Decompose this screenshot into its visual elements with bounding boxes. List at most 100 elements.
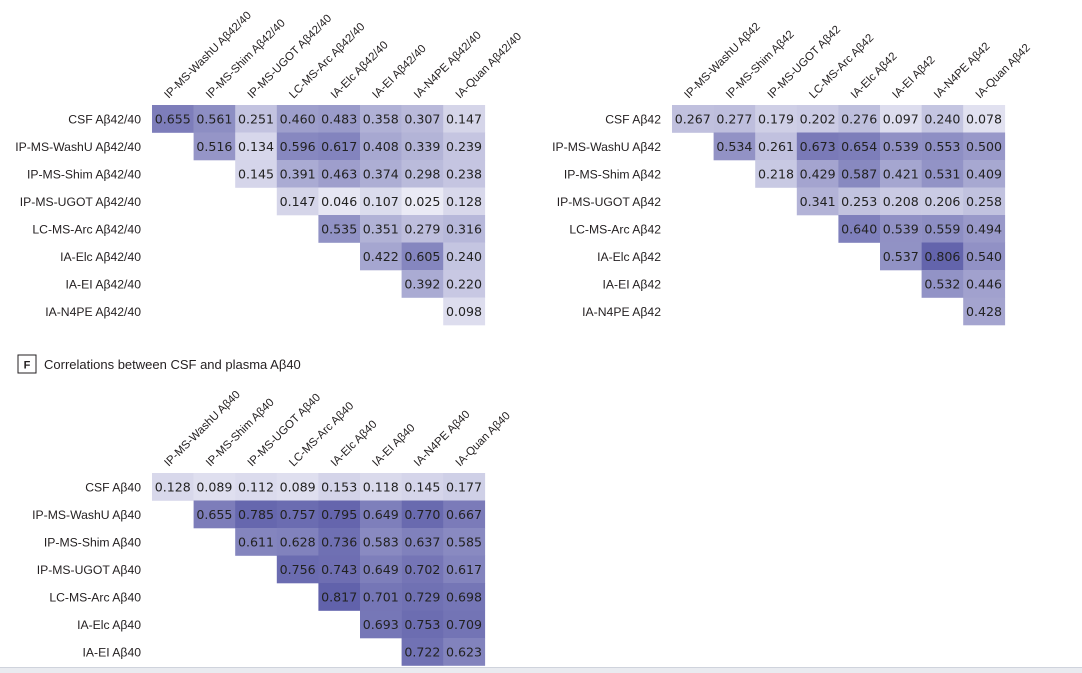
cell-value: 0.702 [404,562,440,577]
heatmap-cell [318,473,361,501]
cell-value: 0.267 [675,111,711,126]
cell-value: 0.698 [446,589,482,604]
cell-value: 0.098 [446,304,482,319]
cell-value: 0.446 [966,276,1002,291]
heatmap-cell [401,528,444,556]
heatmap-cell [276,187,319,216]
heatmap-cell [963,242,1006,271]
heatmap-cell [318,555,361,584]
row-label: CSF Aβ42/40 [68,112,141,126]
heatmap-cell [401,555,444,584]
cell-value: 0.649 [363,507,399,522]
heatmap-cell [235,105,278,133]
cell-value: 0.391 [280,166,316,181]
row-label: IA-Elc Aβ40 [77,618,141,632]
cell-value: 0.298 [404,166,440,181]
heatmap-cell [318,160,361,188]
column-label: IA-EI Aβ40 [370,422,417,469]
cell-value: 0.112 [238,479,274,494]
cell-value: 0.596 [280,139,316,154]
heatmap-cell [401,187,444,216]
cell-value: 0.177 [446,479,482,494]
row-label: IA-EI Aβ42 [603,277,662,291]
heatmap-cell [235,473,278,501]
heatmap-cell [838,160,881,188]
cell-value: 0.795 [321,507,357,522]
cell-value: 0.046 [321,194,357,209]
column-label: IP-MS-WashU Aβ40 [162,389,242,469]
column-label: IA-N4PE Aβ42/40 [412,29,484,101]
heatmap-cell [152,105,194,133]
heatmap-cell [318,132,361,161]
column-label: IP-MS-UGOT Aβ42/40 [246,13,335,102]
footer-bar [0,667,1082,673]
heatmap-panel-ab42: IP-MS-WashU Aβ42 IP-MS-Shim Aβ42 IP-MS-UGO… [552,21,1033,326]
row-label: IA-Elc Aβ42/40 [60,250,141,264]
heatmap-cell [276,500,319,529]
cell-value: 0.531 [924,166,960,181]
cell-value: 0.428 [966,304,1002,319]
cell-value: 0.351 [363,221,399,236]
heatmap-cell [880,132,922,161]
cell-value: 0.534 [716,139,752,154]
heatmap-cell [443,610,486,639]
cell-value: 0.307 [404,111,440,126]
cell-value: 0.134 [238,139,274,154]
heatmap-cell [235,500,278,529]
heatmap-cell [838,187,881,216]
column-label: IP-MS-WashU Aβ42 [682,21,762,101]
heatmap-cell [193,132,236,161]
cell-value: 0.238 [446,166,482,181]
panel-letter: F [24,360,31,372]
heatmap-cell [401,473,444,501]
heatmap-cell [838,105,881,133]
cell-value: 0.179 [758,111,794,126]
cell-value: 0.339 [404,139,440,154]
cell-value: 0.654 [841,139,877,154]
heatmap-cell [796,105,839,133]
cell-value: 0.605 [404,249,440,264]
cell-value: 0.128 [155,479,191,494]
cell-value: 0.640 [841,221,877,236]
heatmap-cell [921,105,964,133]
heatmap-cell [838,132,881,161]
row-label: IP-MS-Shim Aβ42/40 [27,167,141,181]
cell-value: 0.500 [966,139,1002,154]
heatmap-cell [235,528,278,556]
row-label: LC-MS-Arc Aβ42/40 [32,222,141,236]
heatmap-cell [276,132,319,161]
heatmap-cell [401,500,444,529]
heatmap-cell [796,187,839,216]
cell-value: 0.753 [404,617,440,632]
cell-value: 0.429 [800,166,836,181]
cell-value: 0.736 [321,534,357,549]
heatmap-cell [401,215,444,243]
heatmap-cell [443,132,486,161]
heatmap-cell [318,528,361,556]
heatmap-cell [401,105,444,133]
column-label: IA-EI Aβ42 [890,54,937,101]
heatmap-cell [921,270,964,298]
cell-value: 0.276 [841,111,877,126]
cell-value: 0.279 [404,221,440,236]
heatmap-panel-ab40: IP-MS-WashU Aβ40 IP-MS-Shim Aβ40 IP-MS-UGO… [32,389,513,666]
cell-value: 0.516 [196,139,232,154]
heatmap-cell [193,473,236,501]
cell-value: 0.239 [446,139,482,154]
heatmap-cell [360,555,402,584]
cell-value: 0.757 [280,507,316,522]
cell-value: 0.218 [758,166,794,181]
cell-value: 0.561 [196,111,232,126]
heatmap-cell [401,583,444,611]
column-label: LC-MS-Arc Aβ42/40 [287,21,367,101]
heatmap-cell [443,297,486,326]
row-label: IP-MS-UGOT Aβ40 [37,563,142,577]
heatmap-cell [360,187,402,216]
cell-value: 0.743 [321,562,357,577]
heatmap-cell [672,105,714,133]
cell-value: 0.655 [155,111,191,126]
heatmap-cell [963,132,1006,161]
cell-value: 0.374 [363,166,399,181]
cell-value: 0.316 [446,221,482,236]
cell-value: 0.537 [883,249,919,264]
